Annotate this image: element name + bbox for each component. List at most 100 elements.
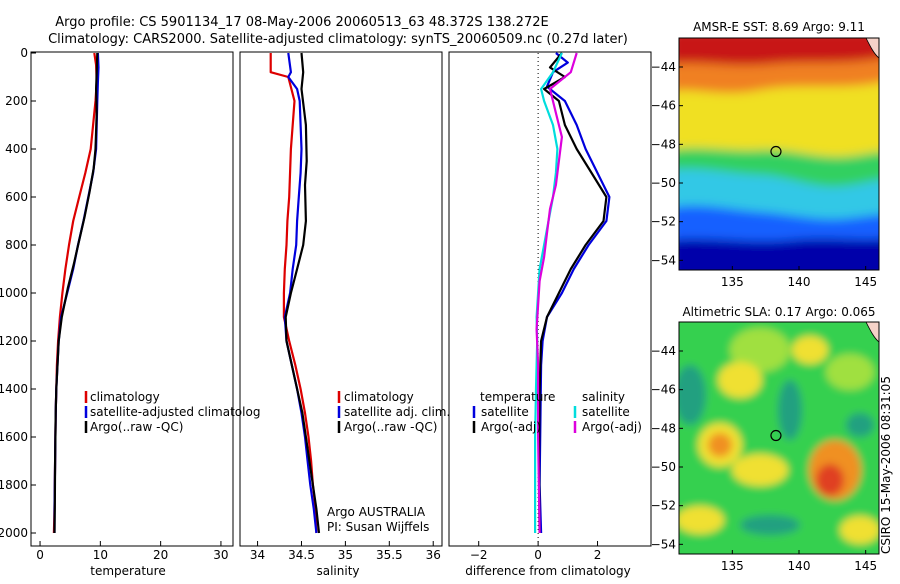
- map-y-tick-label: −54: [651, 537, 676, 551]
- map-x-tick-label: 145: [854, 559, 877, 573]
- y-tick-label: 1000: [0, 286, 28, 300]
- temperature-axes-box: [30, 51, 234, 547]
- legend-label-climatology: climatology: [344, 390, 414, 404]
- salinity-axes-box: [239, 51, 443, 547]
- series-line-1: [52, 52, 98, 534]
- difference-xlabel: difference from climatology: [465, 564, 631, 578]
- sst-map-panel: AMSR-E SST: 8.69 Argo: 9.11 135 140 145 −44…: [651, 20, 880, 289]
- side-caption: CSIRO 15-May-2006 08:31:05: [879, 376, 893, 554]
- x-tick-label: 35: [338, 548, 353, 562]
- map-y-tick-label: −48: [651, 421, 676, 435]
- series-line-1: [269, 53, 318, 534]
- x-tick-label: 34: [250, 548, 265, 562]
- difference-panel: −2 0 2 difference from climatology tempera…: [448, 51, 652, 578]
- temperature-y-ticks: 0 200 400 600 800 1000 1200 1400 1600 1800 2000: [0, 46, 36, 540]
- legend-label-sal-satellite: satellite: [582, 405, 630, 419]
- legend-label-argo: Argo(..raw -QC): [90, 420, 183, 434]
- difference-x-ticks: −2 0 2: [470, 541, 601, 562]
- temperature-panel: 0 200 400 600 800 1000 1200 1400 1600 1800 2000 0 1…: [0, 46, 260, 578]
- sla-map-ticks: 135 140 145 −44 −46 −48 −50 −52 −54: [651, 344, 877, 573]
- y-tick-label: 400: [5, 142, 28, 156]
- temperature-xlabel: temperature: [90, 564, 165, 578]
- x-tick-label: 35.5: [376, 548, 403, 562]
- x-tick-label: 10: [93, 548, 108, 562]
- map-y-tick-label: −44: [651, 60, 676, 74]
- y-tick-label: 800: [5, 238, 28, 252]
- temperature-x-ticks: 0 10 20 30: [36, 541, 229, 562]
- sla-float-marker: [770, 429, 782, 442]
- salinity-x-ticks: 34 34.5 35 35.5 36: [250, 541, 441, 562]
- annotation-pi: PI: Susan Wijffels: [327, 520, 429, 534]
- legend-title-salinity: salinity: [582, 390, 625, 404]
- map-y-tick-label: −44: [651, 344, 676, 358]
- y-tick-label: 1200: [0, 334, 28, 348]
- sst-map-image: [679, 38, 879, 270]
- map-y-tick-label: −48: [651, 137, 676, 151]
- y-tick-label: 200: [5, 94, 28, 108]
- salinity-panel: 34 34.5 35 35.5 36 salinity climatology sate…: [239, 51, 450, 578]
- map-x-tick-label: 135: [721, 275, 744, 289]
- x-tick-label: 36: [426, 548, 441, 562]
- legend-label-climatology: climatology: [90, 390, 160, 404]
- legend-label-satellite-clim: satellite-adjusted climatolog: [90, 405, 260, 419]
- sst-map-frame: [678, 37, 880, 271]
- salinity-legend: climatology satellite adj. clim. Argo(..…: [337, 390, 450, 434]
- x-tick-label: 2: [594, 548, 602, 562]
- sst-map-title: AMSR-E SST: 8.69 Argo: 9.11: [693, 20, 865, 34]
- series-line-1: [538, 52, 611, 534]
- series-line-3: [284, 52, 321, 534]
- series-line-2: [283, 52, 318, 534]
- difference-axes-box: [448, 51, 652, 547]
- map-y-tick-label: −50: [651, 176, 676, 190]
- legend-title-temperature: temperature: [480, 390, 555, 404]
- x-tick-label: 30: [213, 548, 228, 562]
- map-x-tick-label: 145: [854, 275, 877, 289]
- temperature-series: [52, 52, 100, 534]
- y-tick-label: 1400: [0, 382, 28, 396]
- map-x-tick-label: 140: [788, 559, 811, 573]
- figure-title-line1: Argo profile: CS 5901134_17 08-May-2006 …: [55, 15, 548, 30]
- sst-map-ticks: 135 140 145 −44 −46 −48 −50 −52 −54: [651, 60, 877, 289]
- legend-label-temp-argo: Argo(-adj): [481, 420, 541, 434]
- map-y-tick-label: −54: [651, 253, 676, 267]
- series-line-4: [535, 52, 578, 534]
- map-y-tick-label: −52: [651, 499, 676, 513]
- map-x-tick-label: 135: [721, 559, 744, 573]
- map-y-tick-label: −46: [651, 383, 676, 397]
- series-line-2: [537, 52, 608, 534]
- map-y-tick-label: −52: [651, 215, 676, 229]
- legend-label-temp-satellite: satellite: [481, 405, 529, 419]
- temperature-legend: climatology satellite-adjusted climatolo…: [84, 390, 260, 434]
- x-tick-label: 0: [36, 548, 44, 562]
- difference-series: [534, 52, 611, 534]
- series-line-2: [53, 52, 100, 533]
- map-x-tick-label: 140: [788, 275, 811, 289]
- y-tick-label: 1800: [0, 478, 28, 492]
- map-y-tick-label: −46: [651, 99, 676, 113]
- difference-legend: temperature satellite Argo(-adj) salinit…: [472, 390, 642, 434]
- legend-label-satellite-clim: satellite adj. clim.: [344, 405, 450, 419]
- x-tick-label: 0: [534, 548, 542, 562]
- y-tick-label: 1600: [0, 430, 28, 444]
- y-tick-label: 600: [5, 190, 28, 204]
- x-tick-label: −2: [470, 548, 488, 562]
- annotation-argo-australia: Argo AUSTRALIA: [327, 505, 426, 519]
- sst-float-marker: [770, 145, 782, 158]
- y-tick-label: 2000: [0, 526, 28, 540]
- sla-map-image: [679, 322, 879, 554]
- sst-coastline: [865, 38, 879, 59]
- legend-label-sal-argo: Argo(-adj): [582, 420, 642, 434]
- figure-title-line2: Climatology: CARS2000. Satellite-adjuste…: [48, 32, 628, 47]
- salinity-xlabel: salinity: [316, 564, 359, 578]
- sla-map-panel: Altimetric SLA: 0.17 Argo: 0.065: [651, 305, 880, 573]
- sla-map-title: Altimetric SLA: 0.17 Argo: 0.065: [682, 305, 875, 319]
- salinity-series: [269, 52, 321, 534]
- map-y-tick-label: −50: [651, 460, 676, 474]
- x-tick-label: 20: [153, 548, 168, 562]
- y-tick-label: 0: [20, 46, 28, 60]
- x-tick-label: 34.5: [288, 548, 315, 562]
- legend-label-argo: Argo(..raw -QC): [344, 420, 437, 434]
- sla-map-frame: [678, 321, 880, 555]
